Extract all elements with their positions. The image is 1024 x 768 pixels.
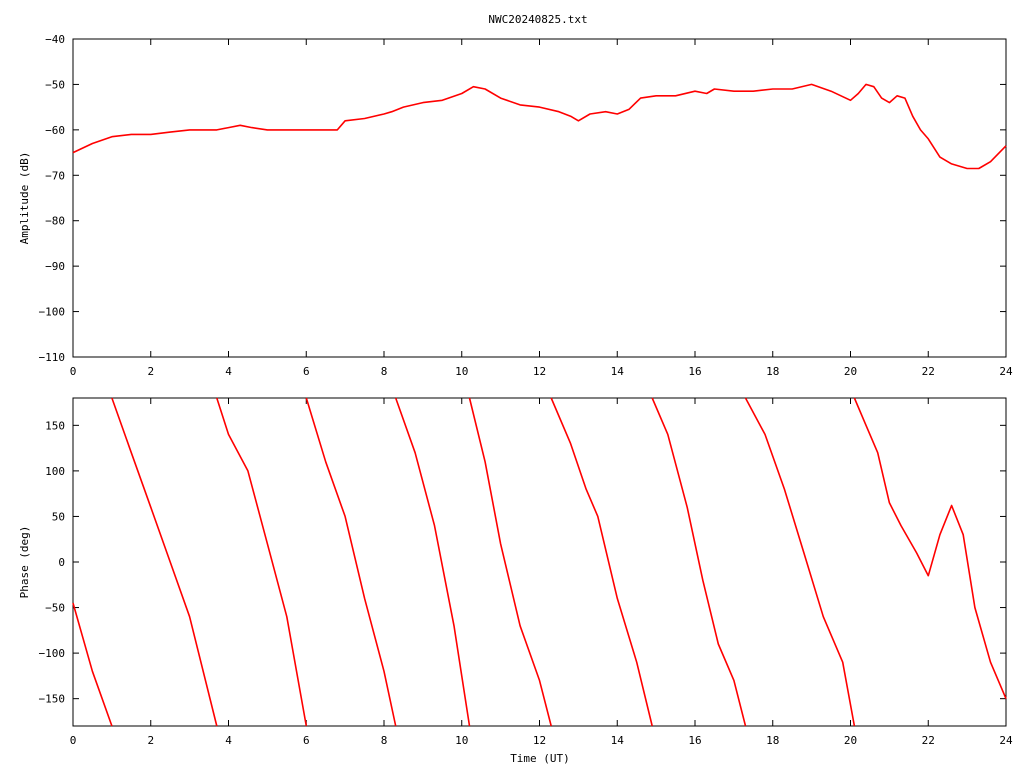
- x-tick-label: 18: [766, 365, 779, 378]
- y-tick-label: −100: [39, 647, 66, 660]
- x-tick-label: 24: [999, 365, 1013, 378]
- x-tick-label: 6: [303, 365, 310, 378]
- phase-segment: [111, 397, 218, 727]
- y-tick-label: −90: [45, 260, 65, 273]
- chart-title: NWC20240825.txt: [488, 13, 587, 26]
- x-tick-label: 0: [70, 365, 77, 378]
- x-tick-label: 2: [147, 734, 154, 747]
- phase-axis-label: Phase (deg): [18, 526, 31, 599]
- y-tick-label: −40: [45, 33, 65, 46]
- y-tick-label: −50: [45, 602, 65, 615]
- x-tick-label: 14: [611, 365, 625, 378]
- phase-segment: [468, 397, 552, 727]
- phase-segment: [394, 397, 471, 727]
- y-tick-label: −150: [39, 693, 66, 706]
- x-tick-label: 18: [766, 734, 779, 747]
- y-tick-label: 50: [52, 510, 65, 523]
- y-tick-label: 150: [45, 419, 65, 432]
- x-tick-label: 8: [381, 365, 388, 378]
- phase-segment: [651, 397, 747, 727]
- plot-frame: [72, 397, 1007, 727]
- x-tick-label: 22: [922, 365, 935, 378]
- x-tick-label: 20: [844, 734, 857, 747]
- x-tick-label: 4: [225, 365, 232, 378]
- x-tick-label: 0: [70, 734, 77, 747]
- y-tick-label: −110: [39, 351, 66, 364]
- x-tick-label: 12: [533, 734, 546, 747]
- phase-segment: [853, 397, 1007, 700]
- y-tick-label: −70: [45, 169, 65, 182]
- y-tick-label: −60: [45, 124, 65, 137]
- y-tick-label: −50: [45, 78, 65, 91]
- x-tick-label: 2: [147, 365, 154, 378]
- x-tick-label: 10: [455, 365, 468, 378]
- x-tick-label: 24: [999, 734, 1013, 747]
- phase-segment: [550, 397, 653, 727]
- phase-segment: [744, 397, 856, 727]
- amplitude-axis-label: Amplitude (dB): [18, 152, 31, 245]
- amplitude-line: [72, 83, 1007, 170]
- x-tick-label: 14: [611, 734, 625, 747]
- phase-segment: [72, 602, 113, 727]
- x-tick-label: 10: [455, 734, 468, 747]
- time-axis-label: Time (UT): [510, 752, 570, 765]
- y-tick-label: −80: [45, 215, 65, 228]
- amplitude-panel: 0 2 4 6 8 10 12 14 16 18 20 22 24−110−100−90−80−70−6…: [39, 33, 1013, 378]
- plot-frame: [72, 38, 1007, 358]
- x-tick-label: 20: [844, 365, 857, 378]
- x-tick-label: 16: [688, 365, 701, 378]
- phase-panel: 0 2 4 6 8 10 12 14 16 18 20 22 24−150−100−5005010015…: [39, 397, 1013, 747]
- x-tick-label: 8: [381, 734, 388, 747]
- phase-segment: [305, 397, 397, 727]
- x-tick-label: 6: [303, 734, 310, 747]
- y-tick-label: 0: [58, 556, 65, 569]
- y-tick-label: 100: [45, 465, 65, 478]
- phase-segment: [216, 397, 308, 727]
- x-tick-label: 22: [922, 734, 935, 747]
- x-tick-label: 4: [225, 734, 232, 747]
- x-tick-label: 16: [688, 734, 701, 747]
- y-tick-label: −100: [39, 306, 66, 319]
- x-tick-label: 12: [533, 365, 546, 378]
